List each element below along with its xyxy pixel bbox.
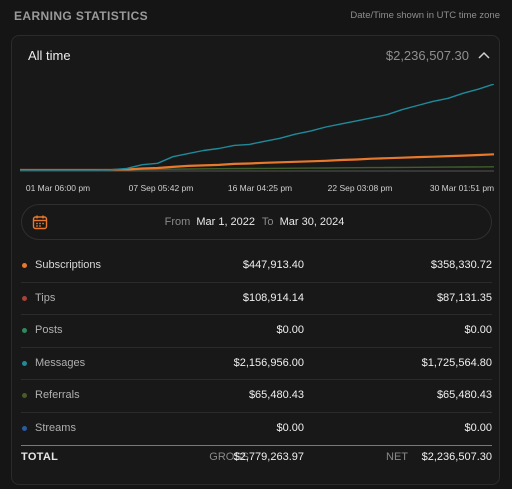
chevron-up-icon[interactable] [477,48,491,62]
page-title: EARNING STATISTICS [14,9,148,23]
row-net: $358,330.72 [431,259,492,271]
x-axis: 01 Mar 06:00 pm 07 Sep 05:42 pm 16 Mar 0… [20,183,494,195]
to-date[interactable]: Mar 30, 2024 [280,216,345,228]
x-tick-label: 07 Sep 05:42 pm [129,183,194,193]
row-net: $0.00 [464,324,492,336]
row-gross: $65,480.43 [249,389,304,401]
net-label: NET [386,451,408,463]
table-row: Posts $0.00 $0.00 [21,315,492,348]
row-name: Subscriptions [35,259,101,271]
row-net: $1,725,564.80 [422,357,492,369]
row-name: Referrals [35,389,80,401]
date-range-text: From Mar 1, 2022 To Mar 30, 2024 [22,216,491,228]
x-tick-label: 01 Mar 06:00 pm [26,183,90,193]
net-total: $2,236,507.30 [422,451,492,463]
gross-total: $2,779,263.97 [234,451,304,463]
series-color-dot [22,361,27,366]
series-color-dot [22,328,27,333]
table-row: Referrals $65,480.43 $65,480.43 [21,380,492,413]
row-name: Tips [35,292,55,304]
row-net: $65,480.43 [437,389,492,401]
series-color-dot [22,426,27,431]
table-row: Subscriptions $447,913.40 $358,330.72 [21,250,492,283]
row-gross: $0.00 [276,324,304,336]
total-label: TOTAL [21,451,58,463]
period-label[interactable]: All time [28,48,71,63]
x-tick-label: 30 Mar 01:51 pm [430,183,494,193]
from-date[interactable]: Mar 1, 2022 [196,216,255,228]
to-label: To [262,216,274,228]
row-name: Messages [35,357,85,369]
series-color-dot [22,263,27,268]
row-gross: $2,156,956.00 [234,357,304,369]
series-color-dot [22,393,27,398]
row-net: $0.00 [464,422,492,434]
date-range-picker[interactable]: From Mar 1, 2022 To Mar 30, 2024 [21,204,492,240]
table-row: Messages $2,156,956.00 $1,725,564.80 [21,348,492,381]
table-row: Streams $0.00 $0.00 [21,413,492,446]
row-net: $87,131.35 [437,292,492,304]
earnings-card: All time $2,236,507.30 01 Mar 06:00 pm 0… [11,35,500,485]
row-name: Posts [35,324,63,336]
table-row: Tips $108,914.14 $87,131.35 [21,283,492,316]
earnings-table: Subscriptions $447,913.40 $358,330.72 Ti… [21,250,492,446]
row-gross: $447,913.40 [243,259,304,271]
series-color-dot [22,296,27,301]
header-bar: EARNING STATISTICS Date/Time shown in UT… [0,0,512,34]
earnings-chart [20,84,494,180]
row-name: Streams [35,422,76,434]
timezone-note: Date/Time shown in UTC time zone [350,10,500,21]
x-tick-label: 22 Sep 03:08 pm [328,183,393,193]
from-label: From [165,216,191,228]
x-tick-label: 16 Mar 04:25 pm [228,183,292,193]
row-gross: $108,914.14 [243,292,304,304]
totals-row: TOTAL GROSS $2,779,263.97 NET $2,236,507… [21,448,492,468]
summary-total: $2,236,507.30 [386,48,469,63]
row-gross: $0.00 [276,422,304,434]
